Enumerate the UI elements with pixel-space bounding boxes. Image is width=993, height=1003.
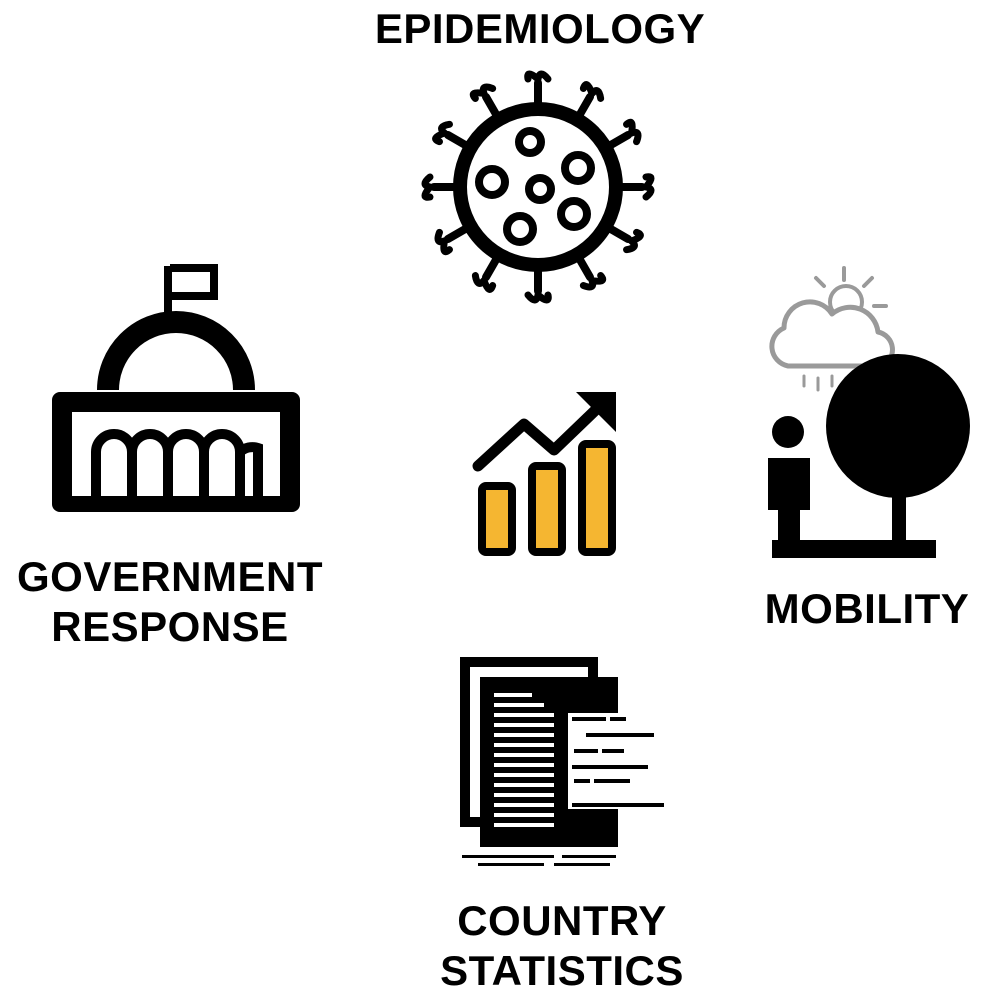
- documents-icon: [460, 657, 666, 866]
- virus-icon: [421, 70, 655, 304]
- country-statistics-label: COUNTRY STATISTICS: [440, 897, 684, 994]
- government-building-icon: [52, 264, 300, 512]
- weather-tree-person-icon: [768, 266, 970, 558]
- epidemiology-label: EPIDEMIOLOGY: [374, 5, 706, 52]
- mobility-label: MOBILITY: [764, 585, 970, 632]
- growth-chart-icon: [472, 392, 616, 556]
- government-response-label: GOVERNMENT RESPONSE: [16, 553, 323, 650]
